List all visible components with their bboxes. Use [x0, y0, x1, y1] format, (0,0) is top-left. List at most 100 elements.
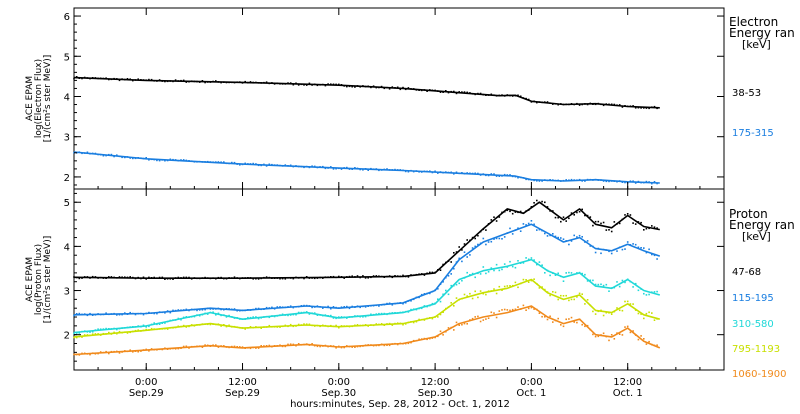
proton-data-point	[442, 311, 444, 313]
proton-data-point	[118, 313, 121, 316]
proton-data-point	[589, 304, 592, 307]
electron-data-point	[346, 85, 348, 88]
proton-data-point	[549, 234, 551, 237]
xtick-date-label: Sep.30	[418, 388, 453, 399]
electron-data-point	[252, 81, 254, 84]
electron-data-point	[99, 153, 102, 156]
proton-data-point	[474, 276, 476, 279]
proton-legend-entry: 115-195	[732, 293, 774, 304]
proton-data-point	[271, 326, 273, 328]
electron-data-point	[367, 169, 369, 171]
proton-data-point	[565, 272, 567, 274]
electron-data-point	[244, 80, 246, 83]
proton-data-point	[375, 313, 378, 315]
proton-data-point	[423, 337, 426, 340]
electron-data-point	[201, 80, 204, 82]
proton-data-point	[506, 309, 509, 311]
proton-data-point	[257, 307, 260, 310]
electron-data-point	[129, 78, 131, 80]
proton-data-point	[113, 312, 115, 315]
proton-data-point	[538, 228, 541, 231]
proton-data-point	[600, 309, 602, 312]
proton-data-point	[557, 216, 559, 219]
proton-data-point	[380, 343, 383, 346]
proton-data-point	[247, 347, 249, 349]
proton-data-point	[343, 325, 345, 327]
proton-data-point	[420, 273, 423, 275]
proton-data-point	[439, 330, 442, 333]
electron-data-point	[265, 81, 268, 83]
proton-data-point	[447, 275, 450, 277]
proton-data-point	[544, 288, 546, 291]
proton-data-point	[110, 313, 113, 315]
proton-data-point	[568, 299, 570, 302]
proton-data-point	[322, 307, 324, 309]
proton-data-point	[169, 348, 172, 350]
electron-data-point	[584, 180, 586, 182]
electron-data-point	[463, 172, 466, 175]
proton-data-point	[362, 345, 364, 347]
electron-legend-title-line: [keV]	[742, 38, 771, 51]
proton-data-point	[372, 275, 375, 277]
proton-data-point	[279, 306, 281, 308]
proton-data-point	[378, 323, 380, 326]
proton-data-point	[477, 234, 479, 237]
proton-data-point	[91, 331, 94, 333]
proton-data-point	[241, 346, 244, 348]
proton-data-point	[495, 316, 498, 319]
proton-data-point	[279, 344, 281, 346]
proton-data-point	[255, 307, 257, 310]
proton-data-point	[97, 352, 99, 355]
proton-data-point	[383, 324, 386, 326]
proton-data-point	[348, 325, 351, 328]
proton-data-point	[557, 272, 559, 275]
electron-data-point	[201, 161, 204, 163]
electron-data-point	[396, 169, 399, 171]
proton-data-point	[388, 344, 391, 347]
electron-data-point	[97, 77, 99, 80]
proton-data-point	[145, 348, 147, 351]
proton-data-point	[284, 314, 287, 316]
proton-data-point	[501, 268, 503, 271]
proton-data-point	[578, 234, 581, 237]
proton-data-point	[493, 288, 495, 290]
electron-data-point	[608, 103, 610, 106]
electron-data-point	[239, 164, 241, 166]
electron-data-point	[643, 181, 645, 184]
proton-data-point	[190, 345, 193, 348]
electron-data-point	[236, 163, 238, 165]
proton-data-point	[311, 343, 313, 345]
proton-legend-entry: 1060-1900	[732, 369, 787, 380]
proton-data-point	[453, 305, 455, 307]
electron-data-point	[284, 83, 287, 85]
electron-data-point	[538, 101, 541, 103]
electron-data-point	[198, 160, 201, 163]
electron-data-point	[322, 165, 324, 168]
proton-data-point	[297, 305, 300, 308]
proton-data-point	[324, 276, 327, 278]
proton-data-point	[546, 206, 549, 208]
proton-data-point	[429, 271, 431, 274]
proton-data-point	[209, 323, 212, 326]
electron-data-point	[605, 180, 608, 183]
proton-data-point	[97, 328, 99, 330]
electron-data-point	[257, 164, 260, 167]
electron-data-point	[450, 90, 452, 93]
electron-data-point	[324, 167, 327, 170]
electron-data-point	[279, 83, 281, 85]
proton-data-point	[327, 305, 329, 308]
proton-data-point	[605, 229, 608, 231]
proton-data-point	[182, 345, 185, 348]
proton-data-point	[148, 311, 150, 314]
proton-data-point	[632, 243, 634, 245]
proton-data-point	[402, 302, 404, 305]
electron-data-point	[629, 105, 632, 107]
proton-data-point	[445, 276, 447, 279]
proton-data-point	[616, 281, 618, 283]
proton-data-point	[469, 292, 471, 295]
proton-data-point	[656, 227, 658, 229]
proton-data-point	[613, 338, 616, 340]
proton-data-point	[97, 313, 99, 315]
proton-data-point	[313, 325, 316, 327]
proton-data-point	[391, 312, 394, 314]
